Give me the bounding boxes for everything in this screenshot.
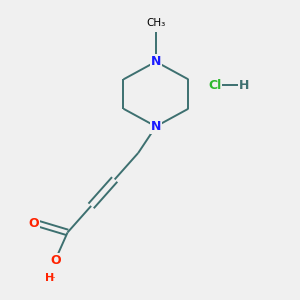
Text: ·: · <box>52 272 56 285</box>
Text: N: N <box>151 55 161 68</box>
Text: CH₃: CH₃ <box>146 17 166 28</box>
Text: N: N <box>151 120 161 133</box>
Text: Cl: Cl <box>208 79 221 92</box>
Text: O: O <box>50 254 61 267</box>
Text: H: H <box>45 273 54 283</box>
Text: H: H <box>239 79 249 92</box>
Text: O: O <box>28 217 39 230</box>
